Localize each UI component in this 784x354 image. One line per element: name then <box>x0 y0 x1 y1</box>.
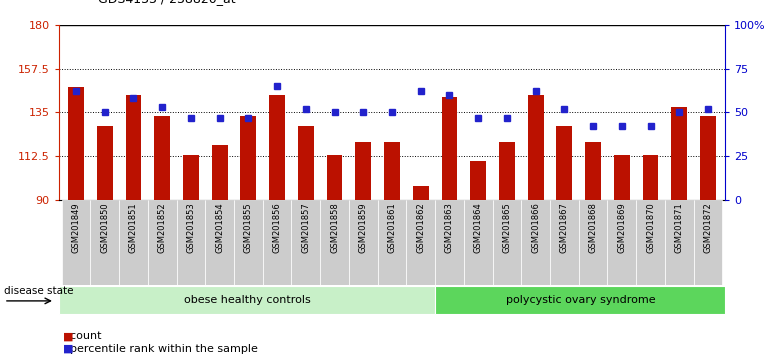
Bar <box>62 200 90 285</box>
Bar <box>148 200 176 285</box>
Text: GSM201870: GSM201870 <box>646 202 655 253</box>
Text: GSM201854: GSM201854 <box>215 202 224 253</box>
Bar <box>68 87 84 200</box>
Bar <box>406 200 435 285</box>
Text: GSM201855: GSM201855 <box>244 202 253 253</box>
Bar <box>435 200 464 285</box>
Text: GSM201867: GSM201867 <box>560 202 569 253</box>
Text: GSM201869: GSM201869 <box>617 202 626 253</box>
Text: GSM201865: GSM201865 <box>503 202 511 253</box>
Text: count: count <box>63 331 101 341</box>
Bar <box>608 200 636 285</box>
Bar <box>435 286 725 314</box>
Text: GSM201858: GSM201858 <box>330 202 339 253</box>
Bar <box>97 126 113 200</box>
Bar <box>269 95 285 200</box>
Bar <box>384 142 400 200</box>
Bar <box>464 200 492 285</box>
Bar <box>550 200 579 285</box>
Bar <box>585 142 601 200</box>
Text: GSM201872: GSM201872 <box>703 202 713 253</box>
Bar <box>671 107 687 200</box>
Bar <box>700 116 716 200</box>
Bar <box>521 200 550 285</box>
Text: GSM201866: GSM201866 <box>531 202 540 253</box>
Bar <box>470 161 486 200</box>
Bar <box>499 142 515 200</box>
Bar <box>205 200 234 285</box>
Text: GSM201871: GSM201871 <box>675 202 684 253</box>
Text: GSM201862: GSM201862 <box>416 202 425 253</box>
Text: polycystic ovary syndrome: polycystic ovary syndrome <box>506 295 655 305</box>
Text: ■: ■ <box>63 344 73 354</box>
Text: GSM201863: GSM201863 <box>445 202 454 253</box>
Bar <box>241 116 256 200</box>
Bar <box>492 200 521 285</box>
Bar <box>234 200 263 285</box>
Text: GDS4133 / 238820_at: GDS4133 / 238820_at <box>98 0 236 5</box>
Bar <box>119 200 148 285</box>
Bar <box>614 155 630 200</box>
Bar <box>528 95 543 200</box>
Text: GSM201859: GSM201859 <box>359 202 368 253</box>
Bar <box>327 155 343 200</box>
Text: GSM201851: GSM201851 <box>129 202 138 253</box>
Bar <box>643 155 659 200</box>
Text: GSM201857: GSM201857 <box>301 202 310 253</box>
Bar <box>355 142 371 200</box>
Bar <box>441 97 457 200</box>
Text: ■: ■ <box>63 331 73 341</box>
Bar <box>694 200 722 285</box>
Bar <box>320 200 349 285</box>
Bar <box>292 200 320 285</box>
Bar <box>579 200 608 285</box>
Bar <box>413 186 429 200</box>
Bar <box>125 95 141 200</box>
Text: GSM201853: GSM201853 <box>187 202 195 253</box>
Bar <box>59 286 435 314</box>
Bar <box>557 126 572 200</box>
Bar <box>636 200 665 285</box>
Bar <box>90 200 119 285</box>
Bar <box>263 200 292 285</box>
Text: percentile rank within the sample: percentile rank within the sample <box>63 344 258 354</box>
Text: GSM201864: GSM201864 <box>474 202 483 253</box>
Text: GSM201849: GSM201849 <box>71 202 81 253</box>
Bar <box>349 200 378 285</box>
Bar <box>183 155 199 200</box>
Text: disease state: disease state <box>4 286 74 297</box>
Bar <box>176 200 205 285</box>
Text: GSM201861: GSM201861 <box>387 202 397 253</box>
Text: GSM201856: GSM201856 <box>273 202 281 253</box>
Text: GSM201868: GSM201868 <box>589 202 597 253</box>
Bar <box>212 145 227 200</box>
Bar <box>298 126 314 200</box>
Text: GSM201850: GSM201850 <box>100 202 109 253</box>
Bar <box>378 200 406 285</box>
Bar <box>154 116 170 200</box>
Text: GSM201852: GSM201852 <box>158 202 167 253</box>
Text: obese healthy controls: obese healthy controls <box>183 295 310 305</box>
Bar <box>665 200 694 285</box>
